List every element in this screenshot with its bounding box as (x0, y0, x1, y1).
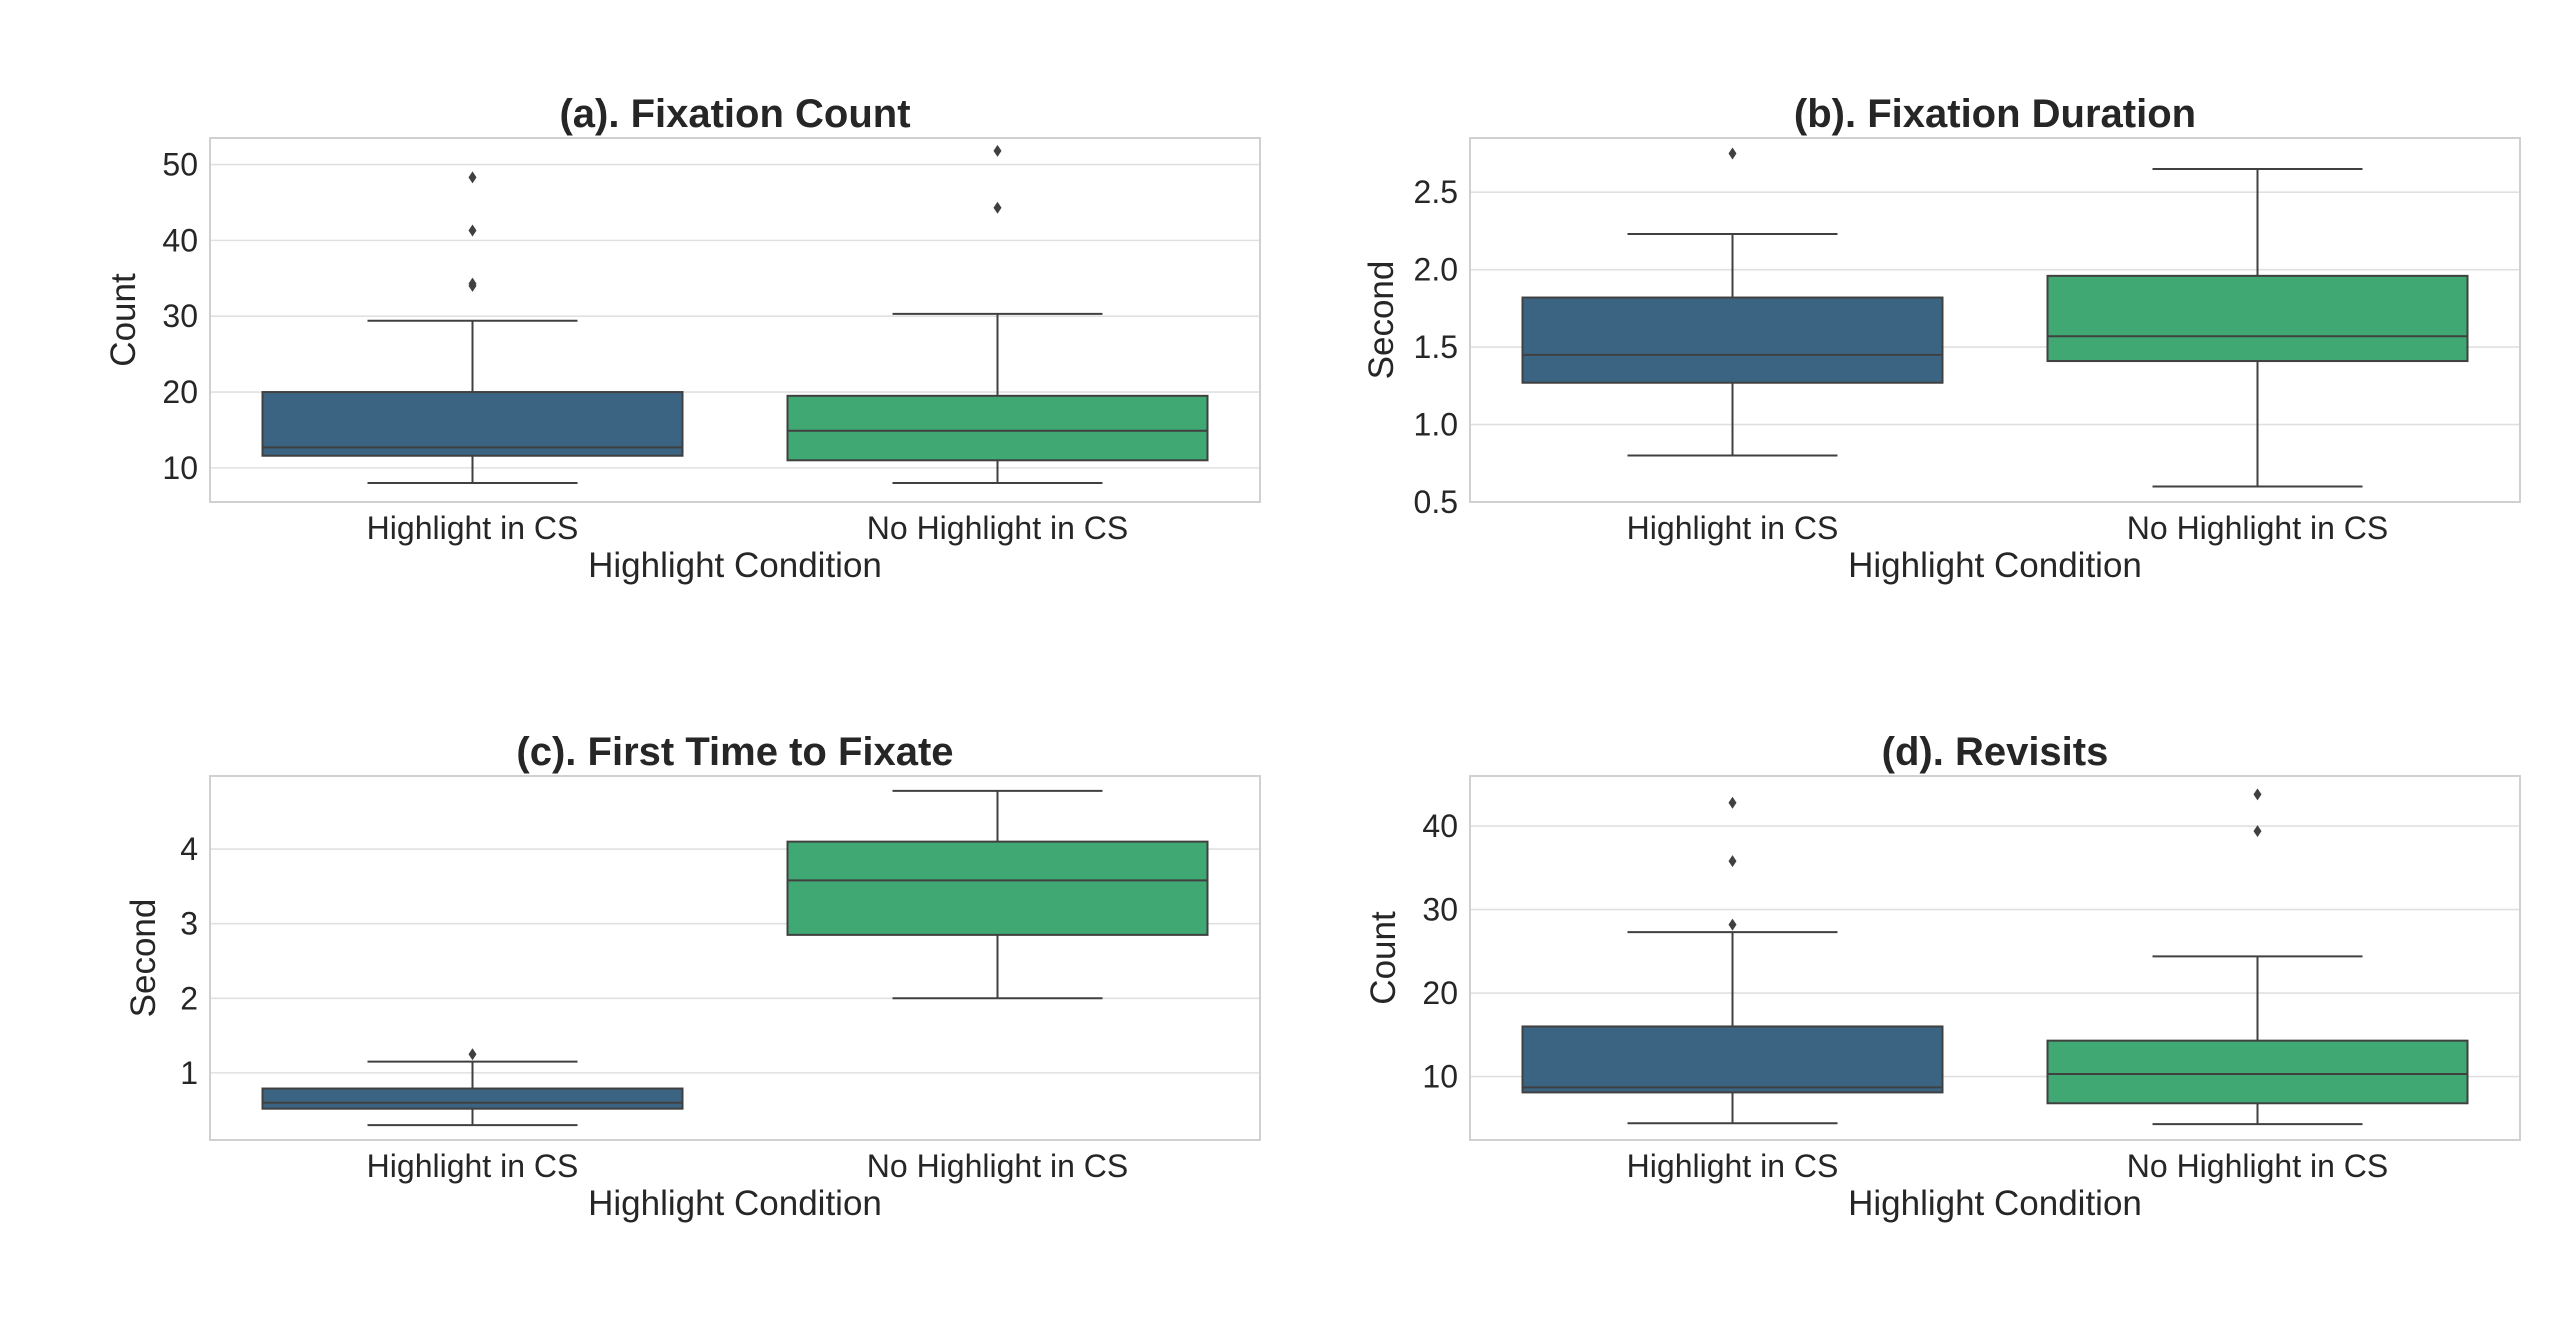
box-no-highlight (786, 789, 1209, 1000)
plot-frame (209, 775, 1261, 1141)
x-tick-label: Highlight in CS (1627, 510, 1839, 546)
iqr-box (261, 1087, 684, 1110)
outlier-point (1728, 918, 1737, 931)
y-tick-label: 2.0 (1414, 252, 1458, 288)
x-axis-label: Highlight Condition (588, 546, 882, 585)
y-tick-label: 20 (162, 374, 198, 410)
outlier-point (1728, 796, 1737, 809)
x-tick-label: No Highlight in CS (2127, 1148, 2388, 1184)
outlier-point (468, 224, 477, 237)
y-tick-label: 1.0 (1414, 407, 1458, 443)
y-tick-label: 30 (1422, 892, 1458, 928)
y-tick-label: 40 (1422, 808, 1458, 844)
y-tick-label: 30 (162, 298, 198, 334)
plot-frame (1469, 775, 2521, 1141)
outlier-point (1728, 855, 1737, 868)
chart-panel-4: 10 20 30 40 Highlight in CS No Highlight in C… (1364, 730, 2521, 1223)
x-axis-label: Highlight Condition (1848, 546, 2142, 585)
iqr-box (1521, 1025, 1944, 1094)
x-tick-label: Highlight in CS (367, 510, 579, 546)
box-highlight (1521, 147, 1944, 457)
y-tick-label: 1.5 (1414, 329, 1458, 365)
box-no-highlight (786, 144, 1209, 485)
chart-title: (b). Fixation Duration (1794, 92, 2196, 136)
y-axis-label: Second (124, 899, 163, 1018)
y-axis-label: Count (104, 273, 143, 367)
plot-frame (209, 137, 1261, 503)
y-axis-label: Second (1362, 261, 1401, 380)
y-tick-label: 4 (180, 831, 198, 867)
chart-panel-2: 0.5 1.0 1.5 2.0 2.5 Highlight in CS No Highlig… (1362, 92, 2521, 585)
outlier-point (1728, 147, 1737, 160)
y-tick-label: 2.5 (1414, 174, 1458, 210)
outlier-point (993, 201, 1002, 214)
chart-panel-3: 1 2 3 4 Highlight in CS No Highlight in CS (c)… (124, 730, 1261, 1223)
x-axis-label: Highlight Condition (588, 1184, 882, 1223)
box-no-highlight (2046, 788, 2469, 1126)
iqr-box (2046, 274, 2469, 363)
x-tick-label: No Highlight in CS (867, 510, 1128, 546)
x-tick-label: No Highlight in CS (867, 1148, 1128, 1184)
plot-frame (1469, 137, 2521, 503)
y-tick-label: 2 (180, 980, 198, 1016)
outlier-point (468, 277, 477, 290)
x-tick-label: Highlight in CS (367, 1148, 579, 1184)
y-tick-label: 50 (162, 147, 198, 183)
y-tick-label: 3 (180, 906, 198, 942)
iqr-box (2046, 1039, 2469, 1105)
y-tick-label: 0.5 (1414, 484, 1458, 520)
x-tick-label: No Highlight in CS (2127, 510, 2388, 546)
outlier-point (2253, 825, 2262, 838)
iqr-box (786, 840, 1209, 936)
iqr-box (1521, 296, 1944, 384)
outlier-point (468, 171, 477, 184)
y-tick-label: 1 (180, 1055, 198, 1091)
outlier-point (468, 1048, 477, 1061)
box-highlight (261, 171, 684, 485)
chart-title: (a). Fixation Count (559, 92, 910, 136)
outlier-point (993, 144, 1002, 157)
chart-panel-1: 10 20 30 40 50 Highlight in CS No Highlight in… (104, 92, 1261, 585)
iqr-box (786, 394, 1209, 462)
outlier-point (2253, 788, 2262, 801)
x-tick-label: Highlight in CS (1627, 1148, 1839, 1184)
box-highlight (261, 1048, 684, 1127)
chart-title: (d). Revisits (1882, 730, 2109, 774)
y-tick-label: 10 (162, 450, 198, 486)
box-highlight (1521, 796, 1944, 1125)
box-no-highlight (2046, 167, 2469, 488)
chart-title: (c). First Time to Fixate (516, 730, 953, 774)
iqr-box (261, 391, 684, 457)
x-axis-label: Highlight Condition (1848, 1184, 2142, 1223)
y-tick-label: 10 (1422, 1059, 1458, 1095)
y-axis-label: Count (1364, 911, 1403, 1005)
y-tick-label: 40 (162, 222, 198, 258)
y-tick-label: 20 (1422, 975, 1458, 1011)
